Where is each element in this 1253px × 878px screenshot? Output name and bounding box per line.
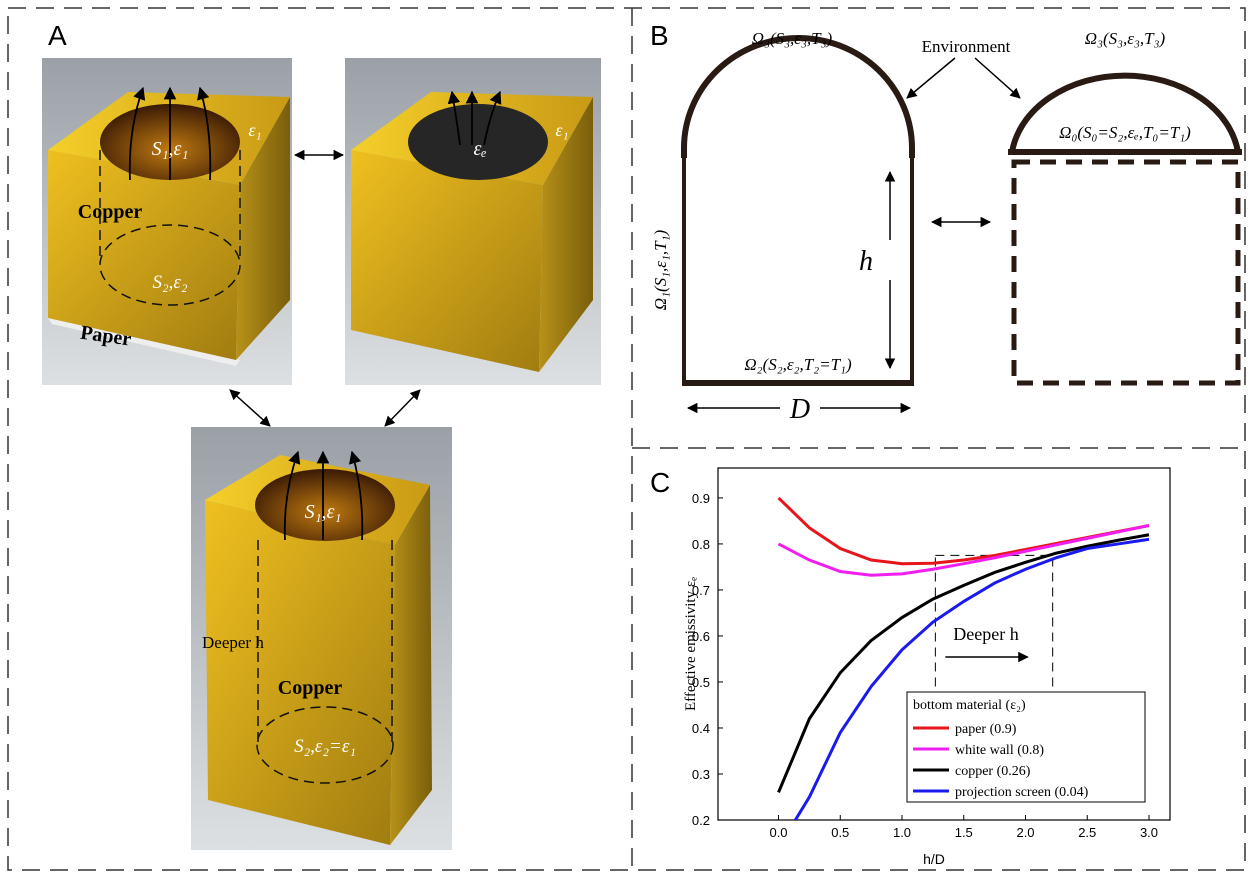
panel-label: A <box>48 20 67 51</box>
cavity <box>682 38 1242 383</box>
y-tick-label: 0.2 <box>692 813 710 828</box>
annotation: Deeper h <box>953 624 1018 644</box>
panel-b: B Ω₃(S₃,ε₃,T₃) Environment Ω₃(S₃,ε₃,T₃) … <box>650 20 1242 425</box>
arrows <box>688 58 1020 408</box>
label: S₁,ε₁ <box>152 138 189 160</box>
legend-entry: projection screen (0.04) <box>955 785 1089 800</box>
label: Copper <box>278 677 343 699</box>
x-tick-label: 2.0 <box>1016 825 1034 840</box>
label: ε₁ <box>248 120 261 140</box>
label: S₂,ε₂ <box>153 272 188 293</box>
panel-label: B <box>650 20 669 51</box>
y-tick-label: 0.9 <box>692 491 710 506</box>
panel-label: C <box>650 467 670 498</box>
y-tick-label: 0.4 <box>692 721 710 736</box>
x-tick-label: 0.0 <box>769 825 787 840</box>
y-tick-label: 0.8 <box>692 537 710 552</box>
legend-entry: white wall (0.8) <box>955 743 1044 758</box>
label: S₂,ε₂=ε₁ <box>294 736 356 757</box>
legend-entry: paper (0.9) <box>955 722 1017 737</box>
y-axis-label: Effective emissivity εₑ <box>683 577 699 711</box>
label: Environment <box>922 37 1011 56</box>
figure: A S₁,ε₁ ε₁ Copper S₂,ε₂ Paper εₑ ε₁ S₁,ε… <box>0 0 1253 878</box>
label: εₑ <box>473 138 486 160</box>
x-tick-label: 3.0 <box>1140 825 1158 840</box>
label: Ω₁(S₁,ε₁,T₁) <box>651 229 670 310</box>
label: ε₁ <box>555 120 568 140</box>
page: A S₁,ε₁ ε₁ Copper S₂,ε₂ Paper εₑ ε₁ S₁,ε… <box>0 0 1253 878</box>
label: D <box>789 394 810 425</box>
label: Ω₃(S₃,ε₃,T₃) <box>752 29 833 48</box>
legend-title: bottom material (ε₂) <box>913 698 1026 713</box>
x-tick-label: 2.5 <box>1078 825 1096 840</box>
legend-entry: copper (0.26) <box>955 764 1031 779</box>
panel-a: A S₁,ε₁ ε₁ Copper S₂,ε₂ Paper εₑ ε₁ S₁,ε… <box>42 20 601 850</box>
label: Ω₂(S₂,ε₂,T₂=T₁) <box>744 355 852 374</box>
x-tick-label: 1.5 <box>955 825 973 840</box>
series-line <box>779 498 1149 564</box>
label: Copper <box>78 201 143 223</box>
label: Ω₃(S₃,ε₃,T₃) <box>1085 29 1166 48</box>
label: Deeper h <box>202 633 264 652</box>
label: h <box>859 246 873 277</box>
x-axis-label: h/D <box>923 851 945 867</box>
y-tick-label: 0.3 <box>692 767 710 782</box>
label: Ω₀(S₀=S₂,εₑ,T₀=T₁) <box>1059 123 1191 142</box>
series-line <box>779 526 1149 576</box>
x-tick-label: 0.5 <box>831 825 849 840</box>
x-tick-label: 1.0 <box>893 825 911 840</box>
label: S₁,ε₁ <box>305 501 342 523</box>
